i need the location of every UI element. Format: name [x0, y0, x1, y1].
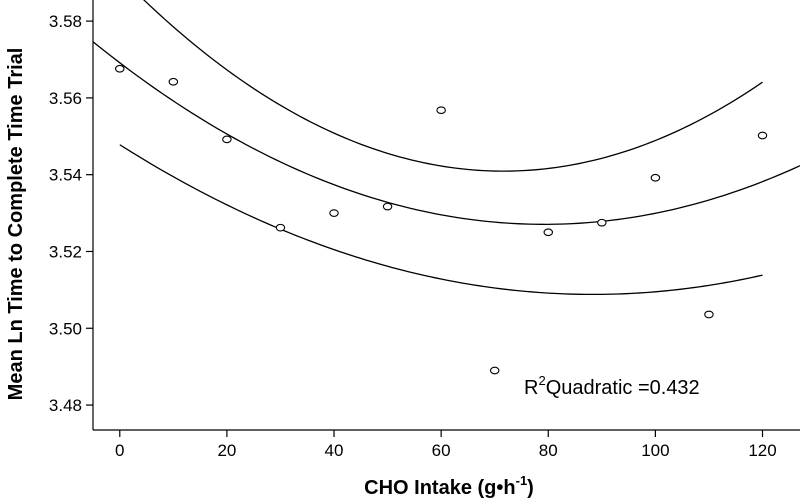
x-tick-label: 120 [748, 441, 776, 460]
r-squared-superscript: 2 [538, 373, 545, 388]
data-point [597, 218, 607, 227]
data-point [329, 209, 339, 217]
data-point [382, 202, 393, 211]
r-squared-text: Quadratic =0.432 [546, 377, 700, 399]
data-point [436, 106, 446, 115]
data-point [489, 366, 500, 375]
x-tick-label: 60 [432, 441, 451, 460]
lower-band-curve [119, 144, 763, 296]
y-axis-title: Mean Ln Time to Complete Time Trial [5, 48, 27, 401]
x-tick-label: 80 [539, 441, 558, 460]
y-tick-label: 3.56 [49, 89, 82, 108]
data-point [222, 135, 232, 144]
data-point [115, 64, 125, 73]
y-tick-label: 3.58 [49, 12, 82, 31]
data-point [275, 223, 286, 232]
x-tick-label: 40 [325, 441, 344, 460]
fit-curve [93, 41, 800, 225]
y-tick-label: 3.48 [49, 396, 82, 415]
x-tick-label: 20 [217, 441, 236, 460]
data-point [543, 228, 554, 237]
data-point [757, 131, 768, 140]
y-tick-label: 3.50 [49, 319, 82, 338]
y-tick-label: 3.54 [49, 166, 82, 185]
data-point [650, 173, 661, 182]
data-point [704, 310, 714, 319]
r-squared-annotation: R2Quadratic =0.432 [524, 373, 700, 399]
x-tick-label: 100 [641, 441, 669, 460]
upper-band-curve [143, 0, 763, 172]
x-tick-label: 0 [115, 441, 124, 460]
y-tick-label: 3.52 [49, 242, 82, 261]
data-point [168, 77, 179, 86]
x-axis-title: CHO Intake (g•h-1) [364, 473, 534, 499]
